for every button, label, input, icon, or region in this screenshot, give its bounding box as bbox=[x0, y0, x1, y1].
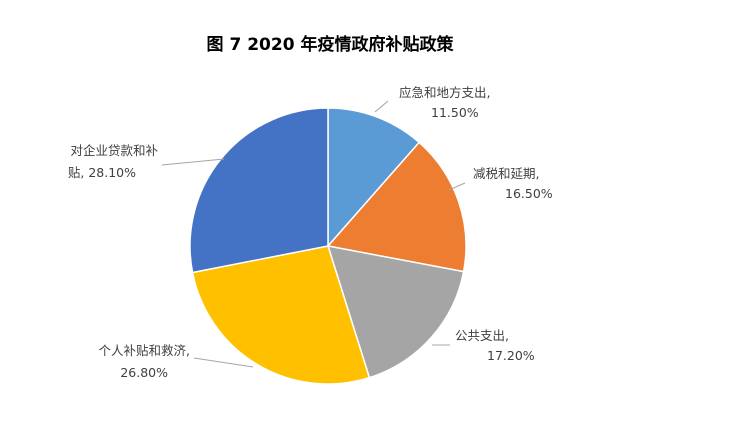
leader-line bbox=[374, 100, 389, 113]
slice-label-line2: 26.80% bbox=[120, 365, 168, 380]
pie-slice bbox=[326, 141, 467, 273]
pie-slice bbox=[189, 107, 329, 274]
slice-label-line1: 减税和延期, bbox=[473, 166, 539, 181]
leader-line bbox=[161, 158, 225, 166]
pie-slices bbox=[189, 107, 467, 385]
pie-slice bbox=[326, 245, 465, 379]
data-labels: 应急和地方支出, 11.50% 减税和延期, 16.50% 公共支出, 17.20% 个人补… bbox=[68, 85, 553, 380]
pie-slice bbox=[327, 107, 421, 248]
slice-label-line2: 贴, 28.10% bbox=[68, 165, 136, 180]
leader-line bbox=[448, 182, 466, 191]
slice-label-line1: 个人补贴和救济, bbox=[99, 343, 190, 358]
leader-lines bbox=[161, 100, 466, 368]
pie-slice bbox=[191, 245, 371, 385]
slice-label-line1: 应急和地方支出, bbox=[399, 85, 490, 100]
slice-label-line2: 16.50% bbox=[505, 186, 553, 201]
chart-title: 图 7 2020 年疫情政府补贴政策 bbox=[207, 34, 455, 55]
slice-label-line1: 对企业贷款和补 bbox=[70, 143, 158, 158]
slice-label-line2: 17.20% bbox=[487, 348, 535, 363]
leader-line bbox=[193, 357, 254, 368]
slice-label-line2: 11.50% bbox=[431, 105, 479, 120]
slice-label-line1: 公共支出, bbox=[455, 328, 509, 343]
